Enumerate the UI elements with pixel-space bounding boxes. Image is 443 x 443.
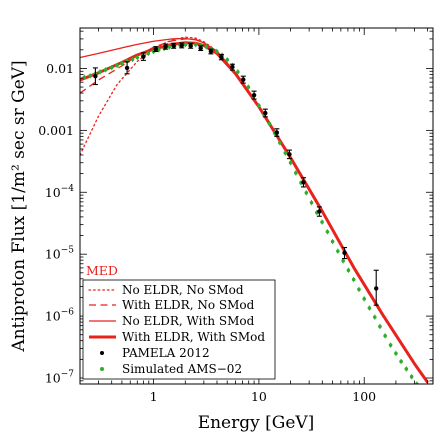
simulated-ams-02-point bbox=[346, 268, 351, 273]
pamela-2012-point bbox=[374, 286, 379, 291]
simulated-ams-02-point bbox=[167, 45, 172, 49]
simulated-ams-02-point bbox=[388, 343, 393, 347]
simulated-ams-02-point bbox=[367, 306, 372, 310]
pamela-2012-point bbox=[153, 46, 159, 52]
simulated-ams-02-point bbox=[214, 49, 219, 54]
pamela-2012-point bbox=[141, 54, 146, 59]
y-tick-label: 0.001 bbox=[38, 123, 74, 138]
pamela-2012-point bbox=[251, 92, 257, 98]
x-tick-label: 1 bbox=[150, 389, 158, 404]
simulated-ams-02-point bbox=[257, 103, 261, 108]
simulated-ams-02-point bbox=[267, 121, 272, 126]
pamela-2012-point bbox=[342, 250, 347, 256]
legend-symbol-simulated-ams-02 bbox=[100, 367, 104, 371]
legend-label-pamela-2012: PAMELA 2012 bbox=[122, 346, 210, 360]
simulated-ams-02-point bbox=[115, 63, 119, 68]
simulated-ams-02-point bbox=[183, 42, 188, 47]
legend: No ELDR, No SMod With ELDR, No SMod No E… bbox=[82, 279, 276, 380]
simulated-ams-02-point bbox=[120, 61, 124, 66]
simulated-ams-02-point bbox=[304, 191, 309, 195]
simulated-ams-02-point bbox=[351, 277, 356, 282]
simulated-ams-02-point bbox=[98, 70, 102, 74]
simulated-ams-02-point bbox=[246, 85, 251, 89]
simulated-ams-02-point bbox=[288, 160, 293, 165]
simulated-ams-02-point bbox=[146, 51, 151, 56]
simulated-ams-02-point bbox=[109, 65, 114, 70]
simulated-ams-02-point bbox=[341, 259, 345, 263]
y-tick-label: 10−6 bbox=[45, 308, 74, 324]
legend-label-with-eldr-with-smod: With ELDR, With SMod bbox=[122, 330, 265, 344]
simulated-ams-02-point bbox=[204, 44, 209, 49]
simulated-ams-02-point bbox=[394, 351, 398, 356]
legend-label-with-eldr-no-smod: With ELDR, No SMod bbox=[122, 298, 255, 312]
legend-symbol-pamela-2012 bbox=[100, 351, 104, 355]
pamela-2012-point bbox=[163, 44, 168, 49]
x-tick-label: 100 bbox=[352, 389, 376, 404]
pamela-2012-point bbox=[93, 73, 98, 79]
y-tick-label: 10−7 bbox=[45, 370, 74, 386]
simulated-ams-02-point bbox=[404, 367, 409, 371]
simulated-ams-02-point bbox=[378, 324, 382, 329]
pamela-2012-point bbox=[317, 209, 322, 214]
pamela-2012-point bbox=[219, 54, 224, 60]
simulated-ams-02-point bbox=[336, 249, 340, 253]
simulated-ams-02-point bbox=[330, 239, 335, 244]
legend-symbols bbox=[88, 289, 117, 371]
pamela-2012-point bbox=[287, 152, 292, 157]
simulated-ams-02-point bbox=[283, 151, 288, 155]
y-axis-title: Antiproton Flux [1/m² sec sr GeV] bbox=[9, 60, 29, 352]
simulated-ams-02-point bbox=[309, 200, 314, 205]
simulated-ams-02-point bbox=[325, 229, 330, 234]
simulated-ams-02-point bbox=[409, 374, 414, 379]
pamela-2012-point bbox=[263, 110, 268, 116]
simulated-ams-02-point bbox=[372, 315, 377, 319]
simulated-ams-02-point bbox=[225, 57, 230, 62]
y-tick-label: 10−5 bbox=[45, 246, 74, 262]
model-annotation: MED bbox=[86, 263, 118, 278]
simulated-ams-02-point bbox=[278, 140, 282, 145]
x-tick-label: 10 bbox=[251, 389, 267, 404]
pamela-2012-point bbox=[301, 180, 306, 185]
simulated-ams-02-point bbox=[130, 57, 135, 62]
pamela-2012-point bbox=[241, 77, 246, 82]
simulated-ams-02-point bbox=[135, 55, 140, 60]
x-axis-title: Energy [GeV] bbox=[198, 413, 315, 433]
simulated-ams-02-point bbox=[236, 70, 240, 74]
y-tick-label: 0.01 bbox=[46, 61, 74, 76]
legend-label-no-eldr-with-smod: No ELDR, With SMod bbox=[122, 314, 255, 328]
pamela-2012-point bbox=[230, 64, 235, 70]
pamela-2012-point bbox=[188, 43, 193, 49]
simulated-ams-02-point bbox=[357, 287, 361, 292]
legend-box bbox=[82, 279, 276, 380]
pamela-2012-point bbox=[171, 43, 176, 49]
tick-labels-layer: 1 10 100 10−7 10−6 10−5 10−4 0.001 0.01 bbox=[38, 61, 376, 404]
simulated-ams-02-point bbox=[362, 297, 367, 301]
simulated-ams-02-point bbox=[383, 334, 387, 338]
simulated-ams-02-point bbox=[320, 220, 324, 224]
legend-label-simulated-ams-02: Simulated AMS−02 bbox=[122, 362, 242, 376]
y-tick-label: 10−4 bbox=[45, 184, 74, 200]
pamela-2012-point bbox=[179, 43, 184, 48]
legend-label-no-eldr-no-smod: No ELDR, No SMod bbox=[122, 283, 244, 297]
points-layer bbox=[82, 41, 419, 384]
simulated-ams-02-point bbox=[399, 359, 403, 364]
pamela-2012-point bbox=[124, 65, 130, 71]
simulated-ams-02-point bbox=[293, 171, 298, 175]
pamela-2012-point bbox=[198, 46, 203, 51]
simulated-ams-02-point bbox=[193, 42, 198, 47]
pamela-2012-point bbox=[274, 130, 280, 135]
simulated-ams-02-point bbox=[103, 68, 108, 72]
pamela-2012-point bbox=[208, 49, 214, 54]
simulated-ams-02-point bbox=[82, 75, 87, 80]
simulated-ams-02-point bbox=[88, 74, 93, 78]
